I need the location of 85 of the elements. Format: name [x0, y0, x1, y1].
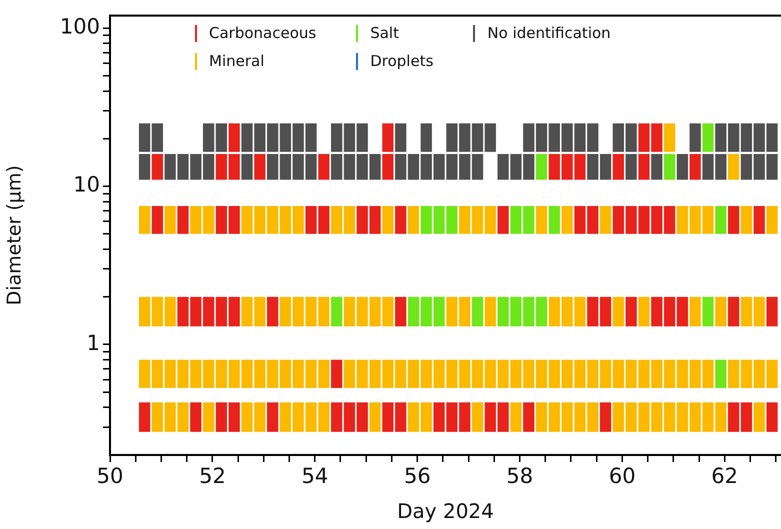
bar: [177, 206, 189, 234]
bar: [331, 296, 342, 326]
bar: [664, 154, 676, 180]
bar: [715, 206, 726, 234]
x-tick-label: 60: [608, 464, 636, 488]
bar: [612, 154, 624, 180]
bar: [164, 206, 176, 234]
bar: [138, 402, 150, 432]
legend-label: Mineral: [209, 52, 264, 70]
bar: [472, 402, 484, 432]
bar: [241, 154, 253, 180]
bar: [152, 206, 164, 234]
bar: [266, 402, 278, 432]
bar: [626, 296, 637, 326]
bar: [740, 206, 752, 234]
bar: [626, 154, 637, 180]
x-tick-label: 52: [199, 464, 226, 488]
bar: [766, 206, 778, 234]
bar: [766, 402, 778, 432]
x-tick-label: 56: [404, 464, 431, 488]
bar: [766, 296, 778, 326]
bar: [536, 206, 548, 234]
bar: [676, 296, 688, 326]
bar: [484, 296, 496, 326]
bar: [318, 154, 330, 180]
bar: [523, 402, 534, 432]
bar: [190, 402, 202, 432]
bar: [228, 123, 240, 152]
y-tick-label: 10: [73, 172, 100, 197]
bar: [202, 402, 214, 432]
bar: [266, 296, 278, 326]
bar: [472, 296, 484, 326]
legend-label: Carbonaceous: [209, 24, 316, 42]
bar: [331, 360, 342, 388]
bar: [715, 360, 726, 388]
bar: [202, 123, 214, 152]
bar: [728, 296, 740, 326]
bar: [254, 154, 266, 180]
bar: [433, 402, 445, 432]
bar: [536, 154, 548, 180]
bar: [216, 123, 228, 152]
bar: [600, 402, 612, 432]
bar: [702, 123, 714, 152]
bar: [152, 154, 164, 180]
bar: [382, 123, 394, 152]
bar: [562, 206, 573, 234]
bar: [395, 206, 406, 234]
bar: [420, 123, 432, 152]
x-tick-label: 54: [302, 464, 328, 488]
bar: [382, 154, 394, 180]
bar: [638, 296, 650, 326]
bar: [690, 296, 701, 326]
bar: [408, 206, 420, 234]
bar: [702, 296, 714, 326]
x-tick-label: 50: [96, 464, 124, 488]
bar: [395, 123, 406, 152]
bar: [754, 402, 765, 432]
bar: [715, 296, 726, 326]
bar: [690, 123, 701, 152]
y-tick-label: 100: [60, 14, 100, 39]
x-axis-title: Day 2024: [397, 499, 494, 524]
x-tick-label: 62: [711, 464, 738, 488]
bar: [728, 206, 740, 234]
y-tick-label: 1: [86, 330, 100, 355]
x-tick-label: 58: [506, 464, 534, 488]
bar: [395, 296, 406, 326]
bar: [369, 402, 381, 432]
bar: [676, 154, 688, 180]
legend-label: Droplets: [370, 52, 434, 70]
bar: [612, 296, 624, 326]
bar: [510, 402, 522, 432]
bar: [754, 206, 765, 234]
legend-label: No identification: [487, 24, 611, 42]
bar: [446, 206, 458, 234]
y-axis-title: Diameter (μm): [3, 165, 26, 306]
bar: [600, 206, 612, 234]
bar: [651, 154, 662, 180]
bar: [548, 206, 560, 234]
legend-label: Salt: [370, 24, 399, 42]
bar: [138, 206, 150, 234]
bar: [382, 206, 394, 234]
bar: [690, 154, 701, 180]
bar: [138, 154, 150, 180]
bar: [497, 206, 509, 234]
bar: [638, 154, 650, 180]
